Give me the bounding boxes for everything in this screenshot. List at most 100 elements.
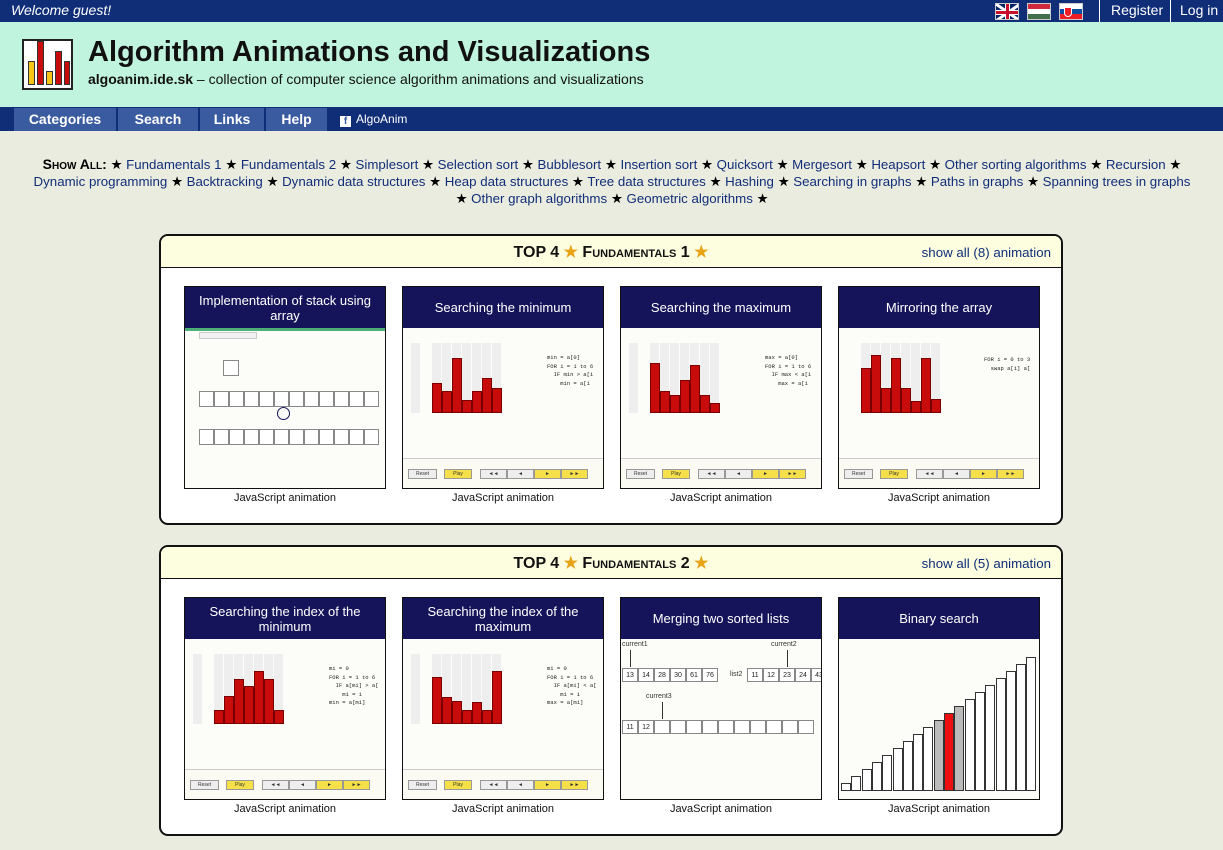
category-link[interactable]: Other sorting algorithms: [944, 157, 1087, 172]
welcome-text: Welcome guest!: [11, 2, 112, 18]
category-link[interactable]: Backtracking: [186, 174, 263, 189]
reset-button[interactable]: Reset: [190, 780, 219, 790]
english-flag-icon[interactable]: [995, 3, 1019, 20]
category-link[interactable]: Quicksort: [716, 157, 773, 172]
animation-thumbnail[interactable]: 131428306176list211122324431112current1c…: [621, 639, 821, 799]
category-link[interactable]: Mergesort: [792, 157, 852, 172]
next-step-button[interactable]: ►: [534, 469, 561, 479]
category-link[interactable]: Fundamentals 2: [240, 157, 337, 172]
show-all-link[interactable]: show all (5) animation: [921, 556, 1051, 571]
animation-card[interactable]: Merging two sorted lists 13 14 28 30 61 76 list…: [620, 597, 822, 800]
last-step-button[interactable]: ►►: [343, 780, 370, 790]
play-button[interactable]: Play: [444, 469, 472, 479]
nav-links[interactable]: Links: [200, 108, 264, 131]
prev-step-button[interactable]: ◄: [943, 469, 970, 479]
animation-card[interactable]: Binary search: [838, 597, 1040, 800]
category-name[interactable]: Fundamentals 2: [582, 555, 690, 572]
play-button[interactable]: Play: [880, 469, 908, 479]
animation-title[interactable]: Searching the index of the maximum: [403, 598, 603, 639]
panel-header: TOP 4 ★ Fundamentals 2 ★ show all (5) ani…: [161, 547, 1061, 579]
category-link[interactable]: Dynamic data structures: [282, 174, 426, 189]
animation-title[interactable]: Searching the maximum: [621, 287, 821, 328]
category-link[interactable]: Heap data structures: [444, 174, 569, 189]
category-link[interactable]: Tree data structures: [587, 174, 706, 189]
animation-thumbnail[interactable]: mi = 0 FOR i = 1 to 6 IF a[mi] < a[ mi =…: [403, 639, 603, 799]
prev-step-button[interactable]: ◄: [725, 469, 752, 479]
category-link[interactable]: Heapsort: [871, 157, 926, 172]
prev-step-button[interactable]: ◄: [507, 780, 534, 790]
hungarian-flag-icon[interactable]: [1027, 3, 1051, 20]
play-button[interactable]: Play: [444, 780, 472, 790]
first-step-button[interactable]: ◄◄: [480, 469, 507, 479]
category-link[interactable]: Geometric algorithms: [626, 191, 753, 206]
nav-help[interactable]: Help: [266, 108, 327, 131]
reset-button[interactable]: Reset: [408, 780, 437, 790]
animation-title[interactable]: Searching the index of the minimum: [185, 598, 385, 639]
nav-search[interactable]: Search: [118, 108, 198, 131]
next-step-button[interactable]: ►: [534, 780, 561, 790]
next-step-button[interactable]: ►: [316, 780, 343, 790]
facebook-link[interactable]: f AlgoAnim: [340, 111, 407, 127]
animation-title[interactable]: Implementation of stack using array: [185, 287, 385, 328]
category-link[interactable]: Other graph algorithms: [471, 191, 608, 206]
slovak-flag-icon[interactable]: [1059, 3, 1083, 20]
category-link[interactable]: Hashing: [725, 174, 774, 189]
site-logo[interactable]: [22, 39, 73, 90]
category-link[interactable]: Dynamic programming: [33, 174, 168, 189]
site-title[interactable]: Algorithm Animations and Visualizations: [88, 36, 651, 68]
animation-card[interactable]: Searching the minimum min = a[0] FOR i = …: [402, 286, 604, 489]
array-bar: [710, 403, 720, 413]
last-step-button[interactable]: ►►: [561, 780, 588, 790]
category-link[interactable]: Spanning trees in graphs: [1042, 174, 1191, 189]
last-step-button[interactable]: ►►: [997, 469, 1024, 479]
reset-button[interactable]: Reset: [626, 469, 655, 479]
array-column: [881, 343, 890, 413]
play-button[interactable]: Play: [662, 469, 690, 479]
category-name[interactable]: Fundamentals 1: [582, 244, 690, 261]
animation-card[interactable]: Searching the index of the minimum mi = 0…: [184, 597, 386, 800]
register-link[interactable]: Register: [1111, 2, 1164, 18]
animation-thumbnail[interactable]: FOR i = 0 to 3 swap a[i] a[Reset Play ◄◄ ◄ ►…: [839, 328, 1039, 488]
animation-title[interactable]: Searching the minimum: [403, 287, 603, 328]
animation-title[interactable]: Mirroring the array: [839, 287, 1039, 328]
login-link[interactable]: Log in: [1180, 2, 1219, 18]
side-variable-column: [411, 654, 420, 724]
animation-controls: Reset Play ◄◄ ◄ ► ►►: [621, 458, 821, 488]
reset-button[interactable]: Reset: [408, 469, 437, 479]
animation-thumbnail[interactable]: mi = 0 FOR i = 1 to 6 IF a[mi] > a[ mi =…: [185, 639, 385, 799]
show-all-link[interactable]: show all (8) animation: [921, 245, 1051, 260]
animation-thumbnail[interactable]: min = a[0] FOR i = 1 to 6 IF min > a[i m…: [403, 328, 603, 488]
toolbar-strip: [185, 328, 385, 331]
prev-step-button[interactable]: ◄: [289, 780, 316, 790]
animation-card[interactable]: Implementation of stack using array: [184, 286, 386, 489]
next-step-button[interactable]: ►: [970, 469, 997, 479]
nav-categories[interactable]: Categories: [14, 108, 116, 131]
category-link[interactable]: Searching in graphs: [793, 174, 912, 189]
site-subtitle: algoanim.ide.sk – collection of computer…: [88, 71, 644, 87]
play-button[interactable]: Play: [226, 780, 254, 790]
category-link[interactable]: Fundamentals 1: [126, 157, 222, 172]
animation-thumbnail[interactable]: [839, 639, 1039, 799]
first-step-button[interactable]: ◄◄: [916, 469, 943, 479]
animation-title[interactable]: Merging two sorted lists: [621, 598, 821, 639]
last-step-button[interactable]: ►►: [561, 469, 588, 479]
category-link[interactable]: Paths in graphs: [930, 174, 1024, 189]
first-step-button[interactable]: ◄◄: [698, 469, 725, 479]
animation-card[interactable]: Searching the index of the maximum mi = 0…: [402, 597, 604, 800]
first-step-button[interactable]: ◄◄: [262, 780, 289, 790]
animation-thumbnail[interactable]: [185, 328, 385, 488]
category-link[interactable]: Selection sort: [437, 157, 519, 172]
next-step-button[interactable]: ►: [752, 469, 779, 479]
category-link[interactable]: Insertion sort: [620, 157, 698, 172]
first-step-button[interactable]: ◄◄: [480, 780, 507, 790]
animation-card[interactable]: Mirroring the array FOR i = 0 to 3 swap a…: [838, 286, 1040, 489]
last-step-button[interactable]: ►►: [779, 469, 806, 479]
animation-thumbnail[interactable]: max = a[0] FOR i = 1 to 6 IF max < a[i m…: [621, 328, 821, 488]
category-link[interactable]: Simplesort: [355, 157, 419, 172]
prev-step-button[interactable]: ◄: [507, 469, 534, 479]
animation-title[interactable]: Binary search: [839, 598, 1039, 639]
category-link[interactable]: Recursion: [1105, 157, 1166, 172]
category-link[interactable]: Bubblesort: [537, 157, 602, 172]
reset-button[interactable]: Reset: [844, 469, 873, 479]
animation-card[interactable]: Searching the maximum max = a[0] FOR i = …: [620, 286, 822, 489]
